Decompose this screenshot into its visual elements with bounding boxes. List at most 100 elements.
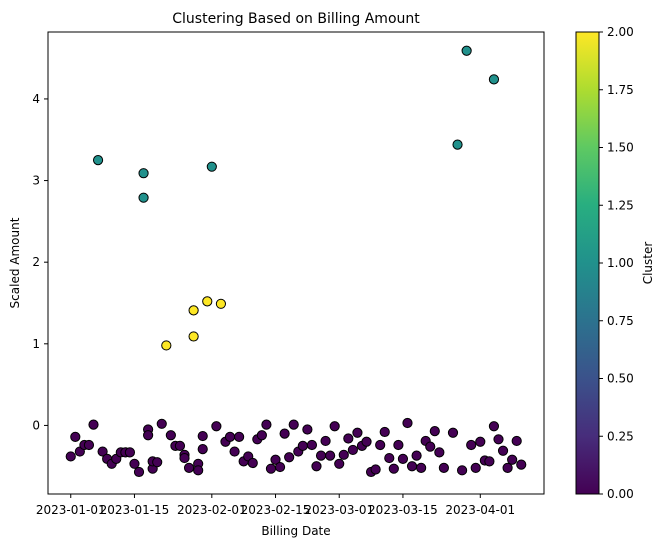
data-point-cluster-0	[288, 419, 299, 430]
x-tick-label: 2023-02-15	[241, 503, 311, 517]
y-tick-label: 0	[32, 418, 40, 432]
data-point-cluster-0	[234, 431, 245, 442]
data-point-cluster-2	[188, 331, 199, 342]
data-point-cluster-0	[274, 461, 286, 473]
y-tick-label: 3	[32, 174, 40, 188]
data-point-cluster-0	[352, 427, 363, 438]
data-point-cluster-0	[447, 427, 459, 438]
data-point-cluster-0	[393, 439, 404, 451]
data-point-cluster-0	[370, 464, 381, 475]
colorbar-label: Cluster	[641, 242, 655, 285]
data-point-cluster-0	[179, 452, 190, 464]
colorbar-tick-label: 1.25	[607, 198, 634, 212]
data-point-cluster-0	[347, 444, 358, 456]
data-point-cluster-0	[475, 436, 486, 447]
data-point-cluster-0	[88, 419, 99, 430]
colorbar-tick-label: 1.00	[607, 256, 634, 270]
y-axis-ticks: 0 1 2 3 4	[32, 92, 48, 432]
data-point-cluster-0	[484, 456, 495, 467]
data-point-cluster-0	[338, 449, 349, 460]
chart-title: Clustering Based on Billing Amount	[172, 11, 420, 27]
data-point-cluster-2	[202, 296, 213, 307]
plot-frame	[47, 31, 545, 495]
data-point-cluster-0	[270, 454, 281, 465]
x-tick-label: 2023-04-01	[445, 503, 515, 517]
data-point-cluster-0	[297, 440, 308, 451]
colorbar-ticks: 0.00 0.25 0.50 0.75 1.00 1.25 1.50 1.75 2.00	[599, 25, 634, 501]
data-point-cluster-0	[397, 453, 409, 464]
data-point-cluster-1	[138, 168, 149, 179]
data-point-cluster-0	[325, 450, 336, 461]
data-point-cluster-0	[320, 435, 331, 447]
data-point-cluster-0	[197, 444, 208, 455]
data-point-cluster-0	[174, 440, 186, 451]
data-point-cluster-0	[193, 465, 204, 476]
data-point-cluster-0	[315, 450, 327, 461]
x-tick-label: 2023-01-01	[36, 503, 106, 517]
data-point-cluster-1	[206, 161, 217, 172]
data-point-cluster-0	[329, 421, 340, 432]
data-point-cluster-1	[488, 74, 500, 85]
data-point-cluster-0	[247, 457, 258, 469]
data-point-cluster-0	[466, 439, 477, 451]
data-point-cluster-2	[188, 305, 199, 316]
data-point-cluster-1	[92, 155, 104, 166]
data-point-cluster-0	[425, 441, 436, 452]
data-point-cluster-0	[306, 439, 318, 451]
data-point-cluster-0	[133, 466, 145, 478]
data-point-cluster-0	[197, 430, 208, 442]
data-point-cluster-0	[183, 462, 195, 473]
data-point-cluster-0	[438, 462, 449, 473]
x-tick-label: 2023-03-01	[304, 503, 374, 517]
colorbar-tick-label: 1.75	[607, 83, 634, 97]
x-tick-label: 2023-02-01	[177, 503, 247, 517]
data-point-cluster-0	[334, 458, 345, 469]
x-tick-label: 2023-01-15	[100, 503, 170, 517]
data-point-cluster-0	[361, 436, 372, 447]
data-point-cluster-0	[502, 462, 513, 473]
data-point-cluster-0	[384, 452, 395, 464]
data-point-cluster-0	[429, 426, 440, 437]
data-point-cluster-0	[152, 457, 163, 468]
data-point-cluster-0	[516, 459, 527, 470]
data-point-cluster-1	[461, 45, 472, 56]
data-point-cluster-0	[406, 461, 418, 472]
data-point-cluster-0	[65, 451, 76, 462]
data-point-cluster-0	[256, 430, 267, 441]
data-points	[65, 45, 527, 478]
data-point-cluster-0	[375, 439, 386, 451]
data-point-cluster-0	[507, 454, 518, 465]
data-point-cluster-0	[402, 417, 413, 429]
data-point-cluster-0	[416, 462, 427, 473]
data-point-cluster-0	[434, 447, 445, 458]
y-tick-label: 2	[32, 255, 40, 269]
data-point-cluster-1	[452, 139, 463, 150]
y-tick-label: 1	[32, 337, 40, 351]
y-axis-label: Scaled Amount	[8, 217, 22, 308]
data-point-cluster-1	[138, 192, 149, 203]
x-axis-label: Billing Date	[261, 524, 330, 538]
data-point-cluster-0	[165, 430, 176, 441]
data-point-cluster-0	[470, 462, 481, 473]
colorbar-tick-label: 0.00	[607, 487, 634, 501]
x-tick-label: 2023-03-15	[368, 503, 438, 517]
data-point-cluster-0	[343, 433, 354, 444]
colorbar-tick-label: 0.50	[607, 372, 634, 386]
data-point-cluster-0	[129, 458, 140, 469]
colorbar-tick-label: 2.00	[607, 25, 634, 39]
data-point-cluster-0	[456, 465, 468, 476]
data-point-cluster-0	[97, 446, 108, 457]
data-point-cluster-0	[302, 424, 313, 435]
data-point-cluster-0	[279, 428, 290, 439]
data-point-cluster-0	[143, 430, 154, 441]
data-point-cluster-0	[229, 446, 240, 457]
colorbar-tick-label: 0.25	[607, 429, 634, 443]
data-point-cluster-0	[411, 450, 422, 461]
data-point-cluster-2	[161, 340, 172, 351]
colorbar-tick-label: 0.75	[607, 314, 634, 328]
data-point-cluster-2	[215, 298, 227, 309]
data-point-cluster-0	[388, 463, 399, 474]
y-tick-label: 4	[32, 92, 40, 106]
